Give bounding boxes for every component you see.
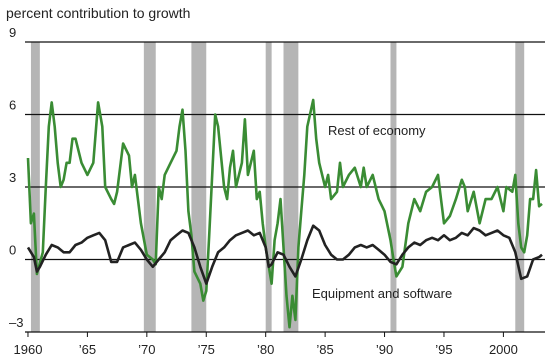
y-tick-label: –3 <box>9 315 23 330</box>
x-tick-label: ’90 <box>376 342 393 357</box>
y-tick-label: 9 <box>9 25 16 40</box>
x-tick-label: ’70 <box>138 342 155 357</box>
x-tick-label: ’80 <box>257 342 274 357</box>
series-line <box>26 98 543 329</box>
x-tick-label: ’65 <box>79 342 96 357</box>
series-line <box>26 224 543 285</box>
annotation: Rest of economy <box>328 123 426 138</box>
x-tick-label: ’85 <box>316 342 333 357</box>
x-tick-label: 1960 <box>14 342 43 357</box>
annotation: Equipment and software <box>312 286 452 301</box>
x-tick-label: ’75 <box>198 342 215 357</box>
y-tick-label: 0 <box>9 243 16 258</box>
y-tick-label: 3 <box>9 170 16 185</box>
x-tick-label: ’95 <box>435 342 452 357</box>
x-tick-label: 2000 <box>489 342 518 357</box>
y-tick-label: 6 <box>9 98 16 113</box>
chart-title: percent contribution to growth <box>6 5 190 21</box>
